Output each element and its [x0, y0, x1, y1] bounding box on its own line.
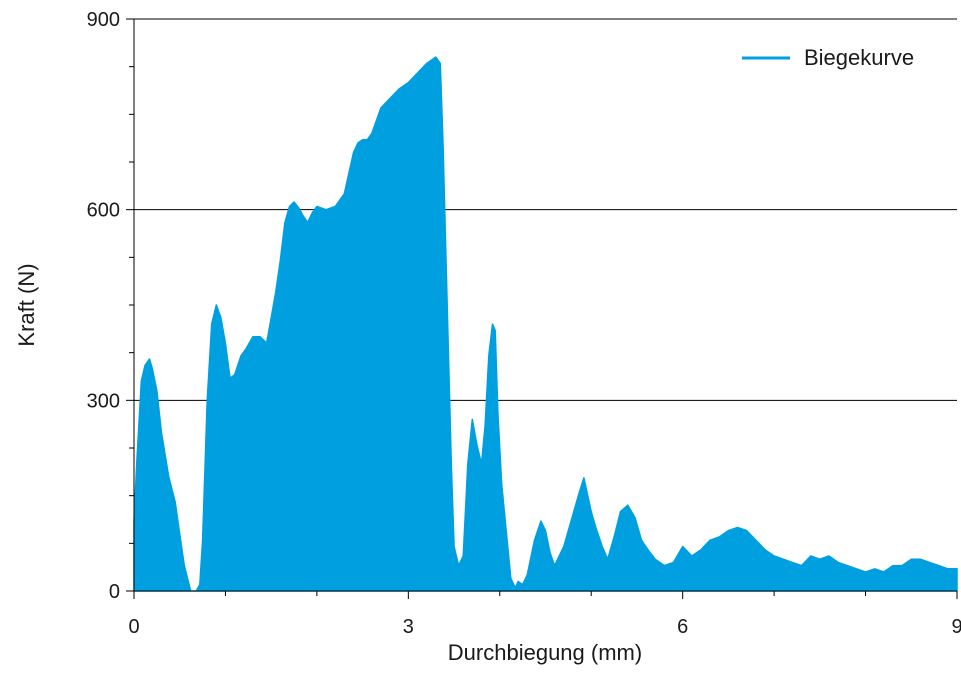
y-tick-label: 0: [109, 581, 120, 603]
axes: [126, 18, 958, 599]
x-tick-labels: 0 3 6 9: [128, 616, 961, 638]
x-axis-title: Durchbiegung (mm): [448, 640, 642, 665]
y-tick-labels: 0 300 600 900: [87, 9, 120, 603]
y-axis-title: Kraft (N): [14, 263, 39, 346]
y-tick-label: 300: [87, 390, 120, 412]
legend: Biegekurve: [742, 45, 914, 70]
x-tick-label: 3: [403, 616, 414, 638]
x-tick-label: 9: [951, 616, 961, 638]
x-tick-label: 0: [128, 616, 139, 638]
y-tick-label: 900: [87, 9, 120, 31]
legend-label: Biegekurve: [804, 45, 914, 70]
plot-area: [133, 56, 958, 592]
series-area-0: [133, 56, 958, 592]
y-tick-label: 600: [87, 200, 120, 222]
x-tick-label: 6: [677, 616, 688, 638]
